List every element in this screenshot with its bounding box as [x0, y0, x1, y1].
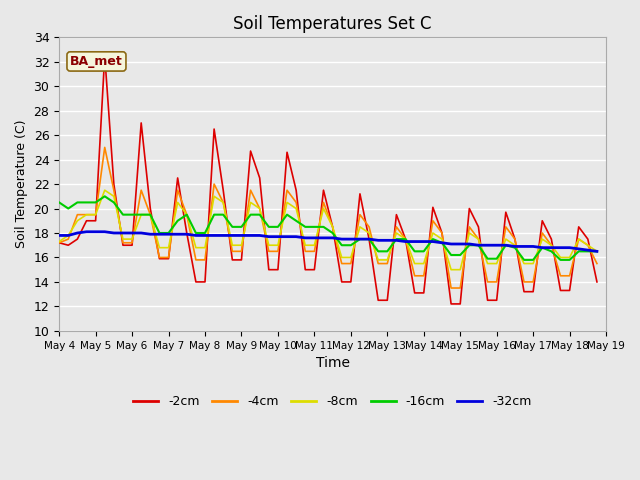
- Legend: -2cm, -4cm, -8cm, -16cm, -32cm: -2cm, -4cm, -8cm, -16cm, -32cm: [129, 390, 537, 413]
- X-axis label: Time: Time: [316, 356, 349, 370]
- Text: BA_met: BA_met: [70, 55, 123, 68]
- Y-axis label: Soil Temperature (C): Soil Temperature (C): [15, 120, 28, 248]
- Title: Soil Temperatures Set C: Soil Temperatures Set C: [234, 15, 432, 33]
